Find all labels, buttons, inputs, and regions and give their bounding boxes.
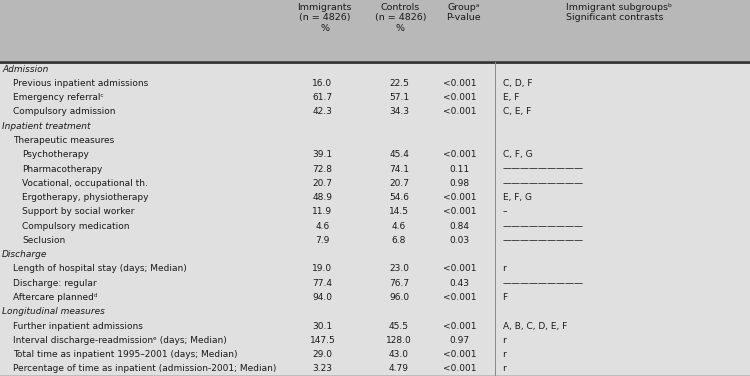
Text: 7.9: 7.9 [315,236,330,245]
Text: A, B, C, D, E, F: A, B, C, D, E, F [503,321,567,331]
Text: Aftercare plannedᵈ: Aftercare plannedᵈ [13,293,98,302]
Text: r: r [503,350,506,359]
Text: r: r [503,364,506,373]
Text: Inpatient treatment: Inpatient treatment [2,122,91,131]
Text: F: F [503,293,508,302]
Text: 11.9: 11.9 [313,208,332,216]
Text: Compulsory medication: Compulsory medication [22,222,130,230]
Text: Emergency referralᶜ: Emergency referralᶜ [13,93,104,102]
Text: 45.5: 45.5 [389,321,409,331]
Text: 4.79: 4.79 [389,364,409,373]
Text: Immigrant subgroupsᵇ
Significant contrasts: Immigrant subgroupsᵇ Significant contras… [566,3,672,23]
Text: 14.5: 14.5 [389,208,409,216]
Text: C, D, F: C, D, F [503,79,532,88]
Text: Groupᵃ
P-value: Groupᵃ P-value [446,3,481,23]
Text: Ergotherapy, physiotherapy: Ergotherapy, physiotherapy [22,193,149,202]
Text: r: r [503,336,506,345]
Text: Length of hospital stay (days; Median): Length of hospital stay (days; Median) [13,264,188,273]
Text: E, F: E, F [503,93,519,102]
Text: 30.1: 30.1 [313,321,332,331]
Text: 20.7: 20.7 [389,179,409,188]
Text: 20.7: 20.7 [313,179,332,188]
Text: <0.001: <0.001 [443,364,476,373]
Text: C, F, G: C, F, G [503,150,532,159]
Text: Immigrants
(n = 4826)
%: Immigrants (n = 4826) % [298,3,352,33]
Text: Controls
(n = 4826)
%: Controls (n = 4826) % [375,3,426,33]
Text: 57.1: 57.1 [389,93,409,102]
Text: Vocational, occupational th.: Vocational, occupational th. [22,179,148,188]
Text: Admission: Admission [2,65,49,74]
Text: Discharge: regular: Discharge: regular [13,279,98,288]
Text: 4.6: 4.6 [392,222,406,230]
Text: Compulsory admission: Compulsory admission [13,108,116,117]
Text: 23.0: 23.0 [389,264,409,273]
Text: 77.4: 77.4 [313,279,332,288]
Text: 0.11: 0.11 [450,165,470,174]
Text: <0.001: <0.001 [443,150,476,159]
Bar [0,0,750,62]
Text: 34.3: 34.3 [389,108,409,117]
Text: <0.001: <0.001 [443,293,476,302]
Text: <0.001: <0.001 [443,93,476,102]
Text: 45.4: 45.4 [389,150,409,159]
Text: 42.3: 42.3 [313,108,332,117]
Text: Discharge: Discharge [2,250,48,259]
Text: 0.97: 0.97 [450,336,470,345]
Text: 76.7: 76.7 [389,279,409,288]
Text: Percentage of time as inpatient (admission-2001; Median): Percentage of time as inpatient (admissi… [13,364,277,373]
Text: 72.8: 72.8 [313,165,332,174]
Text: <0.001: <0.001 [443,193,476,202]
Text: 3.23: 3.23 [313,364,332,373]
Text: Longitudinal measures: Longitudinal measures [2,307,105,316]
Text: 128.0: 128.0 [386,336,412,345]
Text: –: – [503,208,507,216]
Text: 4.6: 4.6 [315,222,330,230]
Text: 61.7: 61.7 [313,93,332,102]
Text: 0.03: 0.03 [450,236,470,245]
Text: 6.8: 6.8 [392,236,406,245]
Text: Total time as inpatient 1995–2001 (days; Median): Total time as inpatient 1995–2001 (days;… [13,350,238,359]
Text: 29.0: 29.0 [313,350,332,359]
Text: Psychotherapy: Psychotherapy [22,150,89,159]
Text: 0.84: 0.84 [450,222,470,230]
Text: 19.0: 19.0 [313,264,332,273]
Text: —————————: ————————— [503,165,584,174]
Text: 39.1: 39.1 [313,150,332,159]
Text: r: r [503,264,506,273]
Text: 74.1: 74.1 [389,165,409,174]
Text: 0.98: 0.98 [450,179,470,188]
Text: 0.43: 0.43 [450,279,470,288]
Text: E, F, G: E, F, G [503,193,532,202]
Text: <0.001: <0.001 [443,208,476,216]
Text: 147.5: 147.5 [310,336,335,345]
Text: 16.0: 16.0 [313,79,332,88]
Text: 54.6: 54.6 [389,193,409,202]
Text: 22.5: 22.5 [389,79,409,88]
Text: <0.001: <0.001 [443,350,476,359]
Text: <0.001: <0.001 [443,108,476,117]
Text: —————————: ————————— [503,236,584,245]
Text: Previous inpatient admissions: Previous inpatient admissions [13,79,149,88]
Text: Further inpatient admissions: Further inpatient admissions [13,321,143,331]
Text: Pharmacotherapy: Pharmacotherapy [22,165,103,174]
Text: Therapeutic measures: Therapeutic measures [13,136,115,145]
Text: —————————: ————————— [503,279,584,288]
Text: Interval discharge-readmissionᵉ (days; Median): Interval discharge-readmissionᵉ (days; M… [13,336,227,345]
Text: Support by social worker: Support by social worker [22,208,135,216]
Text: —————————: ————————— [503,179,584,188]
Text: —————————: ————————— [503,222,584,230]
Text: Seclusion: Seclusion [22,236,66,245]
Text: C, E, F: C, E, F [503,108,531,117]
Text: 48.9: 48.9 [313,193,332,202]
Text: 94.0: 94.0 [313,293,332,302]
Text: 43.0: 43.0 [389,350,409,359]
Text: <0.001: <0.001 [443,79,476,88]
Text: 96.0: 96.0 [389,293,409,302]
Text: <0.001: <0.001 [443,321,476,331]
Text: <0.001: <0.001 [443,264,476,273]
